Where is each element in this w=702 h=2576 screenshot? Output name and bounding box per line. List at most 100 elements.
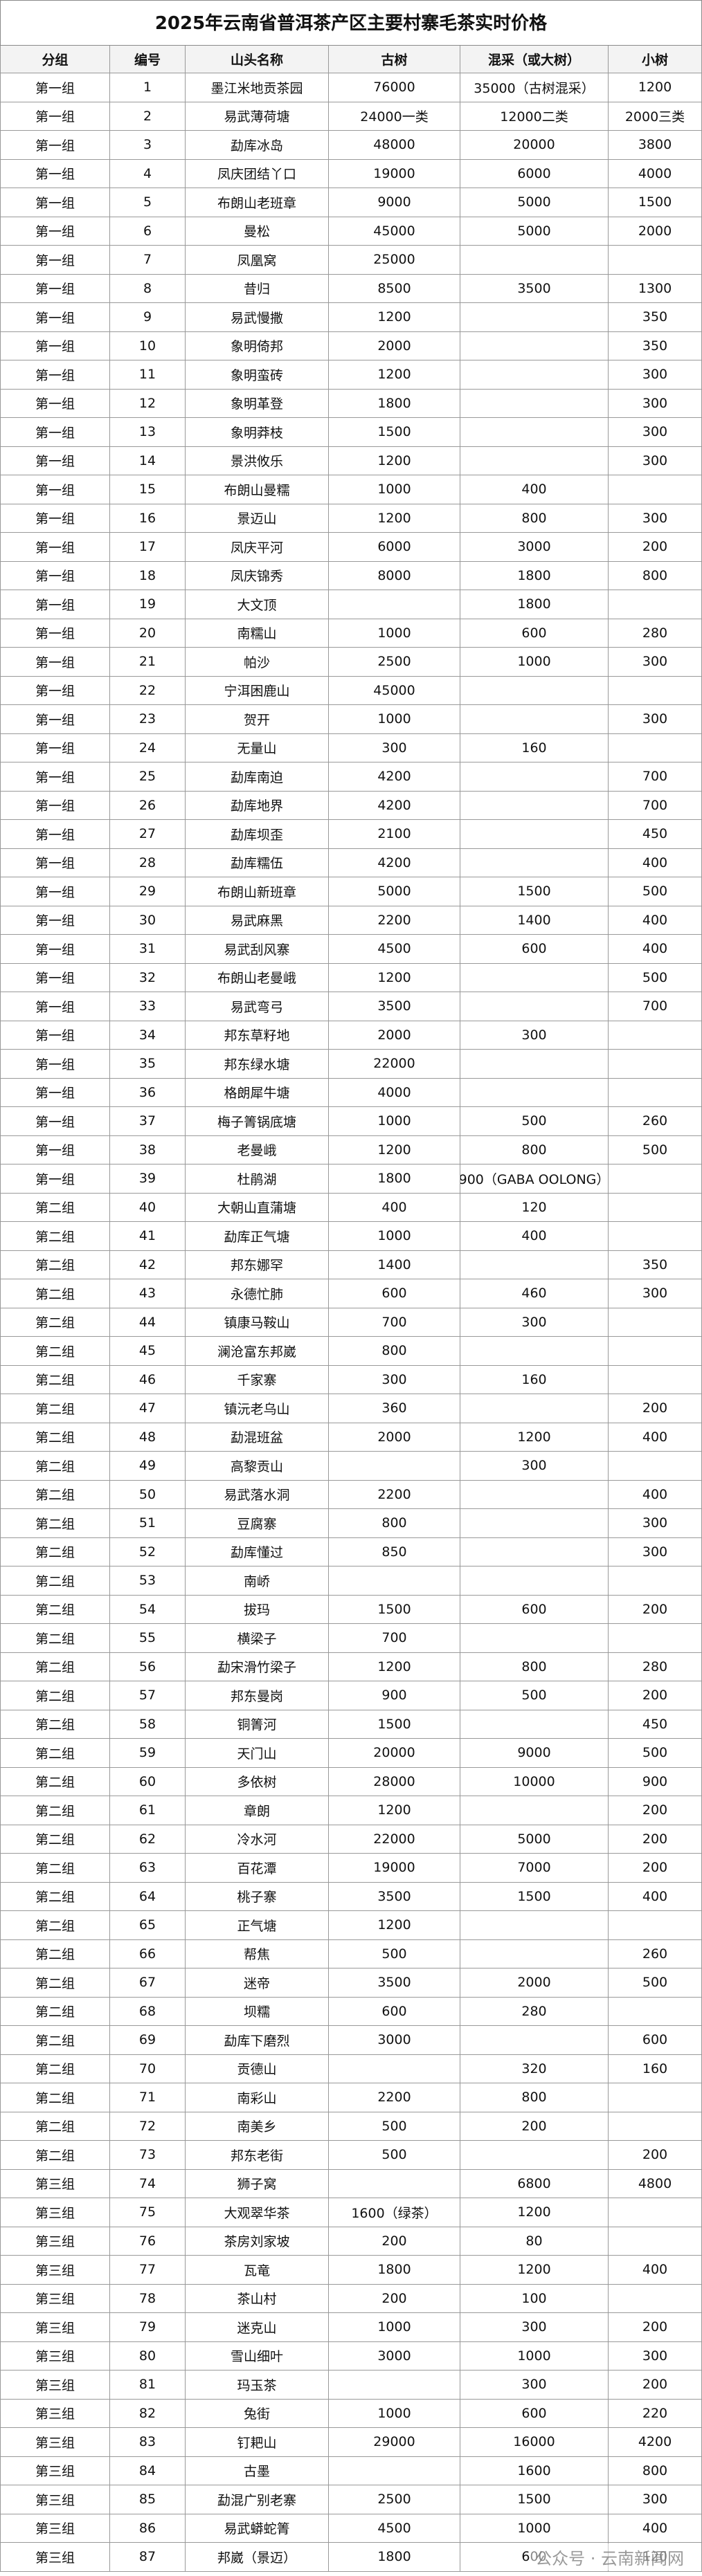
table-cell: 68 xyxy=(110,1997,186,2026)
table-cell: 19000 xyxy=(329,159,460,188)
table-cell: 帕沙 xyxy=(186,648,329,677)
table-cell: 1200 xyxy=(329,1911,460,1940)
table-cell: 71 xyxy=(110,2083,186,2112)
table-cell: 第三组 xyxy=(0,2256,110,2285)
table-cell: 玛玉茶 xyxy=(186,2371,329,2400)
table-cell: 900（GABA OOLONG） xyxy=(460,1164,609,1194)
table-cell xyxy=(460,418,609,447)
table-cell: 1200 xyxy=(329,504,460,533)
table-cell: 28 xyxy=(110,848,186,877)
table-cell: 41 xyxy=(110,1222,186,1251)
table-cell: 300 xyxy=(460,1021,609,1050)
table-cell xyxy=(329,590,460,619)
table-cell xyxy=(460,848,609,877)
table-cell: 200 xyxy=(609,1681,702,1710)
table-cell xyxy=(460,1911,609,1940)
table-cell xyxy=(609,1222,702,1251)
table-cell: 400 xyxy=(609,906,702,935)
watermark: 公众号 · 云南新闻网 xyxy=(530,2543,690,2570)
table-cell: 82 xyxy=(110,2399,186,2428)
table-cell: 48 xyxy=(110,1423,186,1452)
table-cell: 象明蛮砖 xyxy=(186,360,329,390)
table-cell: 易武落水洞 xyxy=(186,1480,329,1509)
table-cell: 26 xyxy=(110,791,186,820)
header-cell: 古树 xyxy=(329,46,460,73)
table-cell: 800 xyxy=(329,1337,460,1366)
table-cell: 第二组 xyxy=(0,1250,110,1279)
table-cell: 400 xyxy=(609,2514,702,2543)
table-cell: 28000 xyxy=(329,1767,460,1796)
table-cell: 镇沅老乌山 xyxy=(186,1394,329,1423)
table-cell: 40 xyxy=(110,1193,186,1222)
table-cell: 600 xyxy=(460,935,609,964)
table-cell: 56 xyxy=(110,1652,186,1681)
table-cell: 第二组 xyxy=(0,1911,110,1940)
header-cell: 山头名称 xyxy=(186,46,329,73)
table-cell: 400 xyxy=(460,475,609,504)
table-cell: 2100 xyxy=(329,820,460,849)
table-cell: 第二组 xyxy=(0,2054,110,2083)
table-cell: 第二组 xyxy=(0,1222,110,1251)
table-cell: 300 xyxy=(460,2313,609,2342)
table-cell: 500 xyxy=(329,1939,460,1968)
table-cell: 第三组 xyxy=(0,2485,110,2514)
table-cell xyxy=(609,1337,702,1366)
table-cell: 12 xyxy=(110,389,186,418)
table-cell: 第一组 xyxy=(0,1135,110,1164)
table-cell: 69 xyxy=(110,2026,186,2055)
table-cell: 2000 xyxy=(609,217,702,246)
table-cell: 1000 xyxy=(460,2514,609,2543)
table-cell: 850 xyxy=(329,1537,460,1566)
table-cell: 700 xyxy=(609,992,702,1021)
table-cell: 第二组 xyxy=(0,1710,110,1739)
table-cell: 300 xyxy=(460,2371,609,2400)
table-cell: 44 xyxy=(110,1308,186,1337)
table-cell: 38 xyxy=(110,1135,186,1164)
table-cell: 邦东曼岗 xyxy=(186,1681,329,1710)
table-cell: 800 xyxy=(329,1509,460,1538)
table-cell: 5000 xyxy=(460,1825,609,1854)
table-cell: 第二组 xyxy=(0,1595,110,1624)
table-cell: 第一组 xyxy=(0,389,110,418)
table-cell: 13 xyxy=(110,418,186,447)
table-cell: 800 xyxy=(609,561,702,590)
table-cell: 45 xyxy=(110,1337,186,1366)
table-cell: 易武麻黑 xyxy=(186,906,329,935)
table-cell: 2000 xyxy=(329,1021,460,1050)
table-cell: 第一组 xyxy=(0,73,110,102)
table-cell: 2200 xyxy=(329,906,460,935)
table-cell: 桃子寨 xyxy=(186,1882,329,1911)
table-cell: 4500 xyxy=(329,2514,460,2543)
table-cell xyxy=(460,2026,609,2055)
table-cell xyxy=(460,1537,609,1566)
table-cell: 900 xyxy=(329,1681,460,1710)
table-cell: 1500 xyxy=(460,1882,609,1911)
table-cell: 第二组 xyxy=(0,1796,110,1825)
table-cell xyxy=(460,246,609,275)
table-cell xyxy=(609,1997,702,2026)
table-cell: 500 xyxy=(329,2141,460,2170)
table-cell: 83 xyxy=(110,2428,186,2457)
table-cell: 76 xyxy=(110,2227,186,2256)
table-cell: 4200 xyxy=(329,791,460,820)
table-cell: 200 xyxy=(609,1825,702,1854)
table-cell: 120 xyxy=(460,1193,609,1222)
table-cell: 4500 xyxy=(329,935,460,964)
table-cell: 600 xyxy=(609,2026,702,2055)
table-cell: 3500 xyxy=(460,274,609,303)
table-cell: 1500 xyxy=(460,877,609,906)
table-cell: 600 xyxy=(329,1279,460,1308)
table-cell: 宁洱困鹿山 xyxy=(186,676,329,705)
table-cell: 3500 xyxy=(329,1968,460,1998)
table-cell: 35 xyxy=(110,1050,186,1079)
table-cell: 勐库下磨烈 xyxy=(186,2026,329,2055)
table-cell: 6000 xyxy=(460,159,609,188)
table-cell: 第一组 xyxy=(0,791,110,820)
table-cell: 400 xyxy=(329,1193,460,1222)
table-cell: 4200 xyxy=(609,2428,702,2457)
table-cell: 横梁子 xyxy=(186,1624,329,1653)
table-cell: 700 xyxy=(329,1624,460,1653)
table-cell: 1200 xyxy=(329,1135,460,1164)
table-cell: 第一组 xyxy=(0,475,110,504)
table-cell: 73 xyxy=(110,2141,186,2170)
